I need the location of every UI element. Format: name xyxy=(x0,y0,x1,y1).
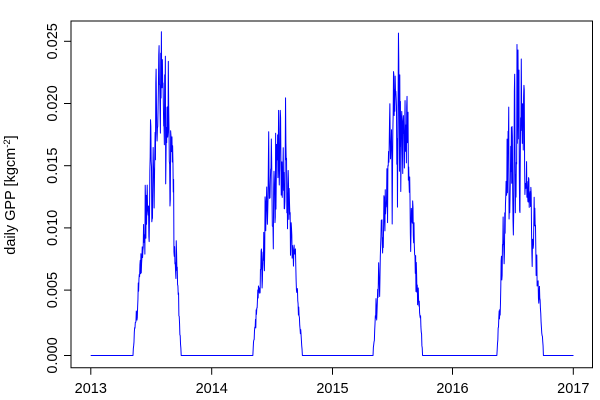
svg-text:0.000: 0.000 xyxy=(45,337,61,373)
svg-text:daily GPP [kgcm-2]: daily GPP [kgcm-2] xyxy=(2,135,20,254)
svg-text:2016: 2016 xyxy=(436,381,468,397)
svg-text:2017: 2017 xyxy=(557,381,589,397)
svg-text:0.010: 0.010 xyxy=(45,210,61,246)
svg-text:0.015: 0.015 xyxy=(45,148,61,184)
svg-text:0.020: 0.020 xyxy=(45,85,61,121)
svg-text:2013: 2013 xyxy=(75,381,107,397)
svg-text:0.005: 0.005 xyxy=(45,272,61,308)
svg-text:0.025: 0.025 xyxy=(45,23,61,59)
svg-text:2015: 2015 xyxy=(316,381,348,397)
svg-text:2014: 2014 xyxy=(196,381,228,397)
